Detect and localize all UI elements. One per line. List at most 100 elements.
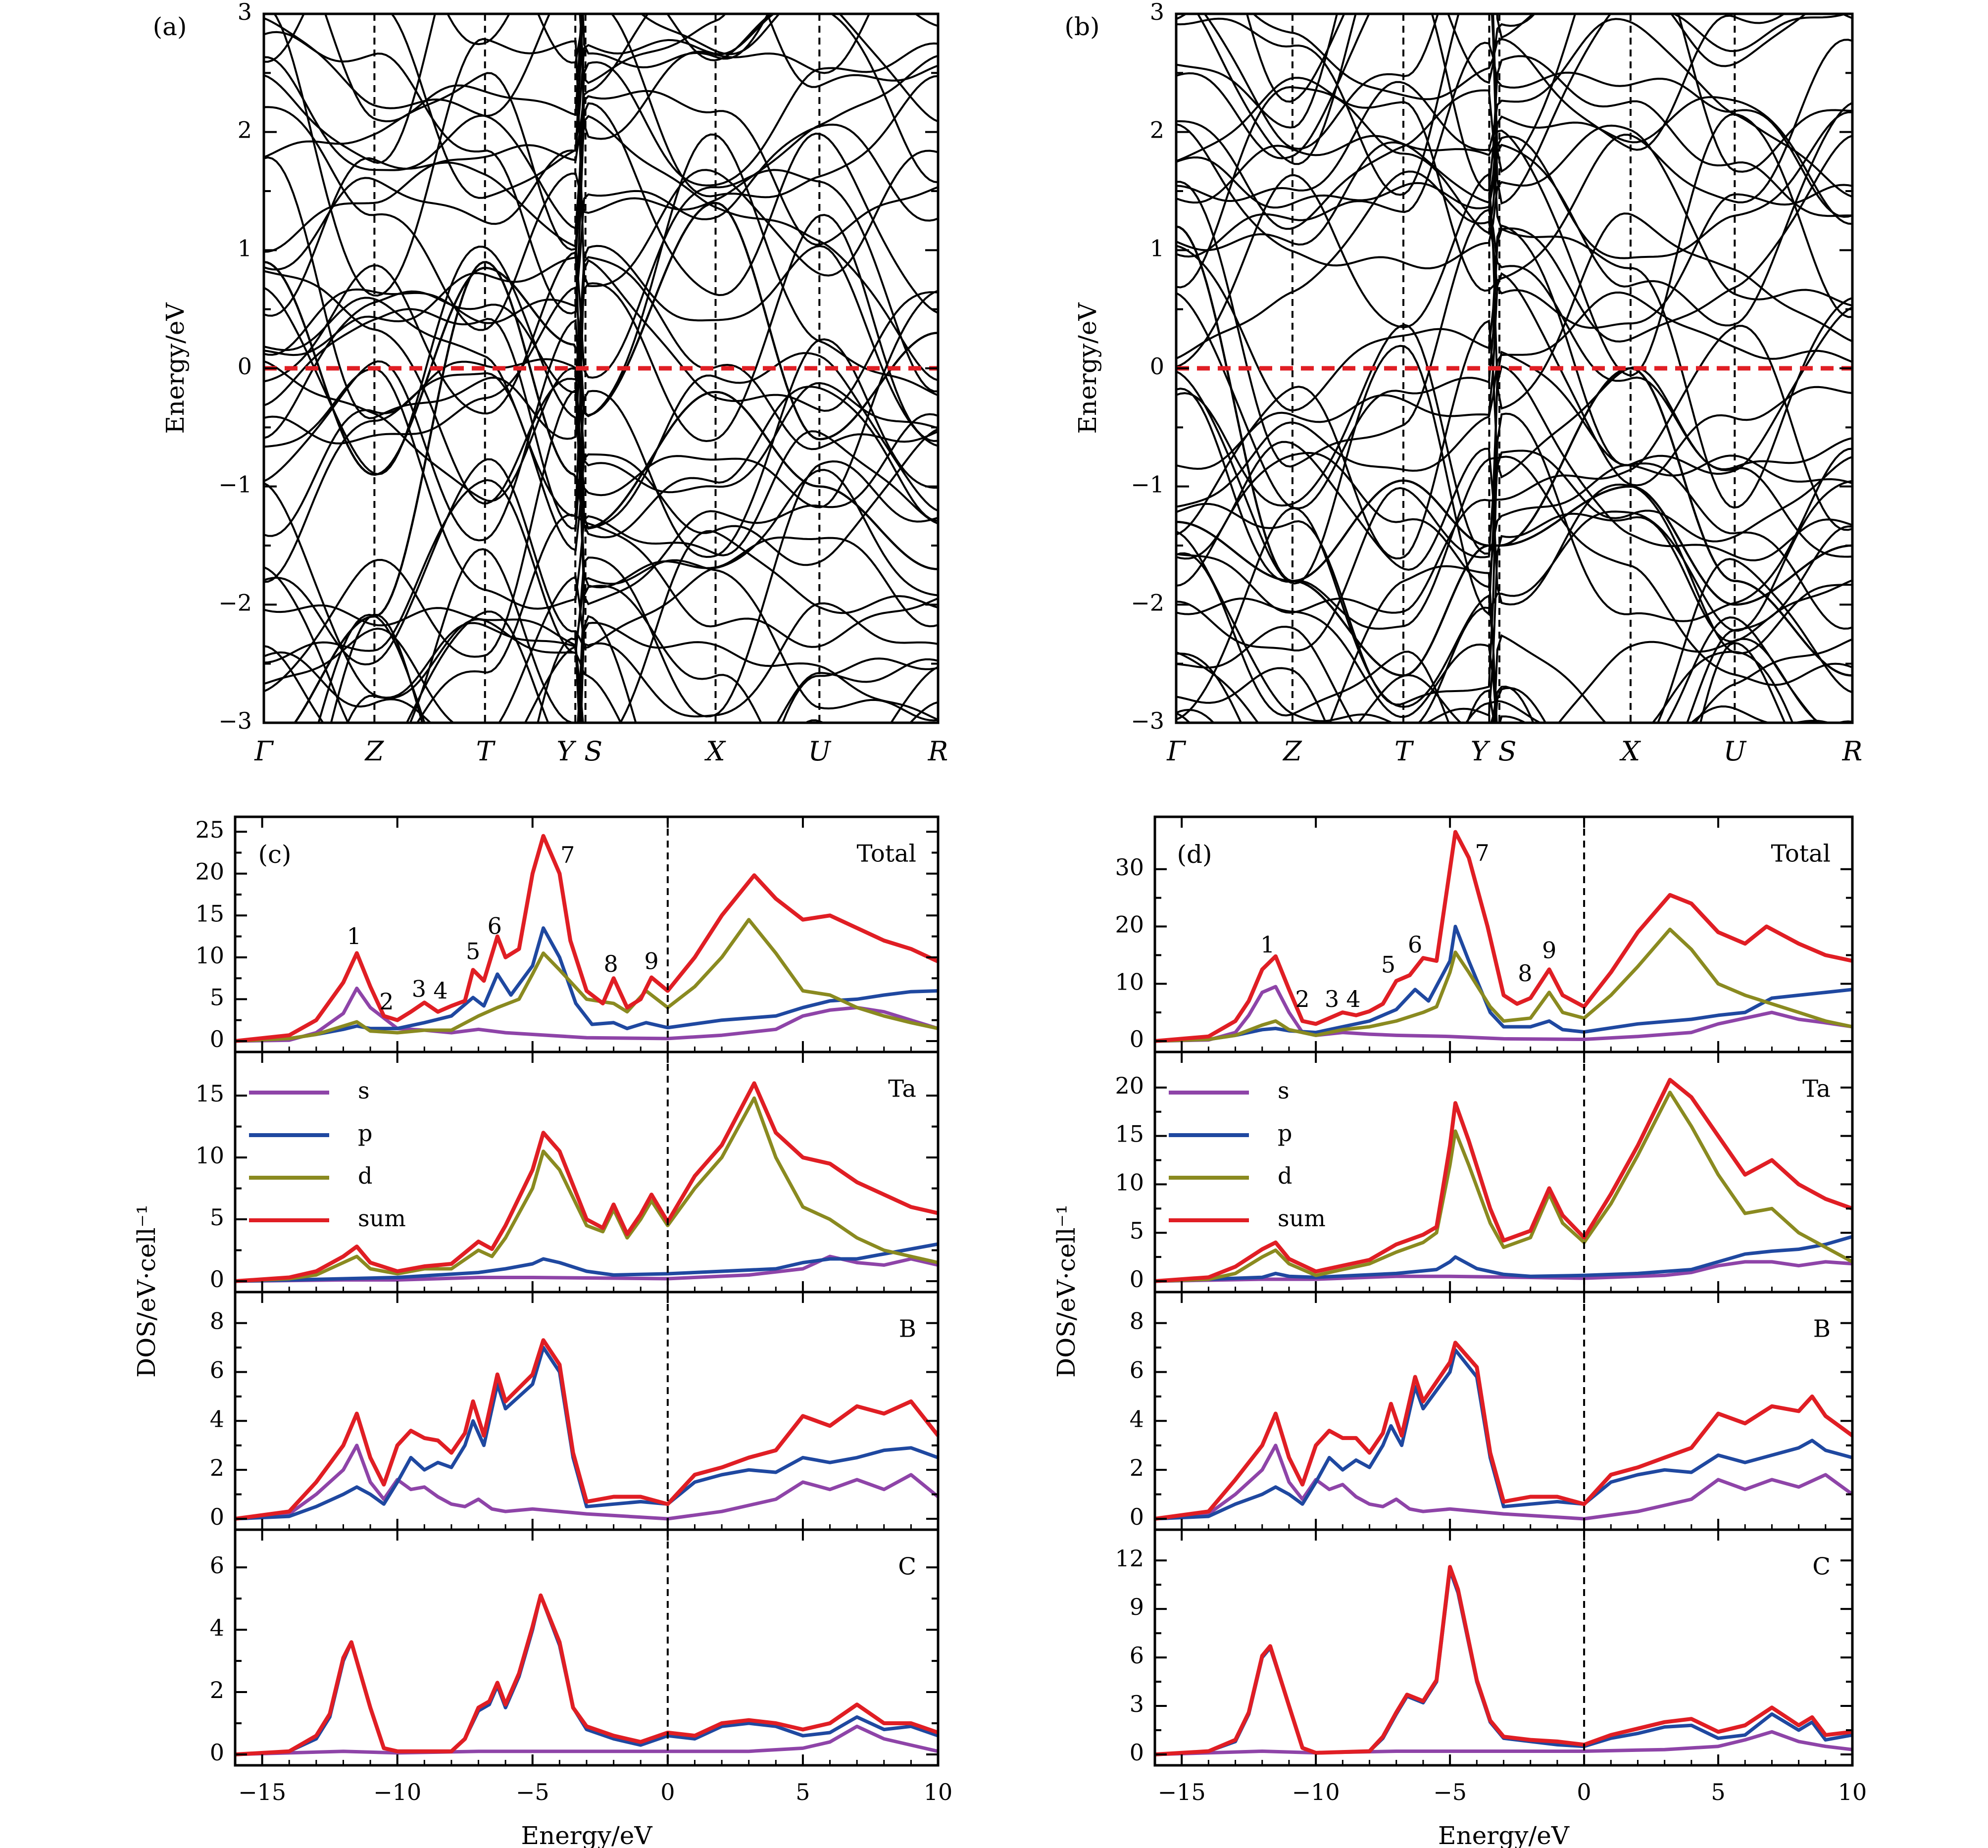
y-tick-label: 0 (1130, 1266, 1144, 1293)
band-line (264, 201, 938, 476)
band-line (293, 261, 938, 723)
band-lines (1176, 14, 1852, 723)
peak-label: 8 (1518, 960, 1532, 987)
x-axis-label: Energy/eV (521, 1821, 653, 1848)
series-d (235, 1096, 939, 1283)
panel-name: Ta (888, 1075, 916, 1103)
panel-name: Total (857, 840, 916, 868)
dos-subpanel-total: 0 10 20 30 Total 1 2 3 456 7 89 (d) (1115, 815, 1854, 1053)
y-tick-label: 0 (210, 1026, 224, 1052)
series-p (1154, 1235, 1853, 1283)
band-line (1176, 642, 1786, 723)
kpoint-label: Y (556, 736, 576, 767)
series-sum (235, 1081, 939, 1283)
dos-subpanel-c: 0 2 4 6 C (210, 1528, 940, 1767)
y-tick-label: 0 (210, 1503, 224, 1530)
panel-tag: (d) (1177, 840, 1212, 869)
legend-label: s (358, 1077, 370, 1104)
panel-name: B (899, 1315, 916, 1343)
dos-subpanel-ta: 0 5 10 15 20 Ta spd sum (1115, 1050, 1854, 1294)
band-line (1176, 598, 1852, 723)
panel-tag: (b) (1064, 12, 1099, 41)
band-line (324, 14, 773, 123)
band-line (524, 645, 938, 723)
y-tick-label: 6 (1130, 1356, 1144, 1383)
y-tick-label: −1 (218, 471, 252, 498)
y-tick-label: 15 (195, 1080, 224, 1107)
series-p (1154, 925, 1853, 1043)
panel-name: Total (1771, 840, 1831, 868)
peak-label: 9 (644, 948, 658, 975)
band-line (1176, 172, 1852, 410)
series-d (235, 918, 939, 1043)
band-line (1176, 325, 1852, 614)
x-tick-label: −15 (1158, 1779, 1206, 1805)
x-tick-label: 10 (924, 1779, 953, 1805)
y-tick-label: 2 (238, 117, 252, 144)
y-tick-label: 25 (195, 816, 224, 843)
band-line (1252, 14, 1786, 151)
y-axis-label: Energy/eV (1073, 302, 1102, 434)
panel-tag: (a) (153, 12, 187, 41)
kpoint-label: R (1842, 736, 1863, 767)
band-line (264, 214, 938, 443)
band-line (447, 14, 938, 46)
y-tick-label: 10 (195, 942, 224, 969)
y-tick-label: −2 (218, 589, 252, 616)
kpoint-label: Γ (254, 736, 274, 767)
dos-subpanel-c: 0 3 6 9 12 C (1115, 1528, 1854, 1767)
band-line (1176, 89, 1852, 343)
band-line (1176, 480, 1852, 723)
band-line (264, 575, 938, 723)
x-tick-label: 5 (1711, 1779, 1725, 1805)
y-tick-label: 0 (1130, 1026, 1144, 1052)
y-tick-label: 5 (1130, 1217, 1144, 1244)
band-line (264, 530, 938, 723)
y-tick-label: 20 (195, 858, 224, 885)
y-tick-label: 5 (210, 984, 224, 1010)
band-line (264, 17, 938, 246)
band-line (264, 604, 938, 723)
series-sum (1154, 830, 1853, 1043)
peak-label: 3 (412, 976, 426, 1002)
kpoint-label: S (1498, 736, 1516, 767)
band-line (264, 156, 938, 447)
band-line (264, 460, 938, 718)
band-panel-b: Γ Z T Y S X U R −3 −2 −1 0 1 2 3 Energy/eV (b) (1064, 0, 1863, 767)
kpoint-label: U (1724, 736, 1747, 767)
x-tick-label: −10 (1292, 1779, 1340, 1805)
peak-label: 9 (1542, 937, 1556, 964)
band-line (1176, 507, 1819, 723)
kpoint-label: R (928, 736, 948, 767)
kpoint-label: T (1394, 736, 1414, 767)
band-line (1196, 14, 1852, 173)
kpoint-label: T (476, 736, 496, 767)
series-s (235, 1254, 939, 1283)
panel-name: C (898, 1553, 916, 1581)
y-tick-label: 10 (1115, 1169, 1144, 1196)
band-line (1176, 441, 1852, 654)
band-line (1176, 291, 1852, 508)
kpoint-label: S (584, 736, 602, 767)
peak-label: 5 (1381, 951, 1395, 978)
legend-label: s (1278, 1077, 1290, 1104)
band-line (264, 14, 305, 63)
band-line (264, 458, 938, 666)
peak-label: 4 (433, 977, 447, 1004)
band-line (264, 123, 938, 356)
y-tick-label: 0 (1130, 1739, 1144, 1766)
series-p (235, 1346, 939, 1521)
y-tick-label: 6 (210, 1552, 224, 1579)
x-tick-label: 10 (1838, 1779, 1867, 1805)
y-tick-label: 20 (1115, 1072, 1144, 1099)
band-line (1176, 170, 1852, 360)
x-tick-label: −5 (1433, 1779, 1467, 1805)
band-line (1176, 365, 1852, 651)
legend-label: sum (358, 1205, 406, 1232)
band-line (1176, 96, 1852, 225)
peak-label: 1 (347, 923, 361, 949)
band-line (1176, 86, 1852, 327)
band-line (330, 613, 637, 723)
y-tick-label: 4 (1130, 1405, 1144, 1432)
